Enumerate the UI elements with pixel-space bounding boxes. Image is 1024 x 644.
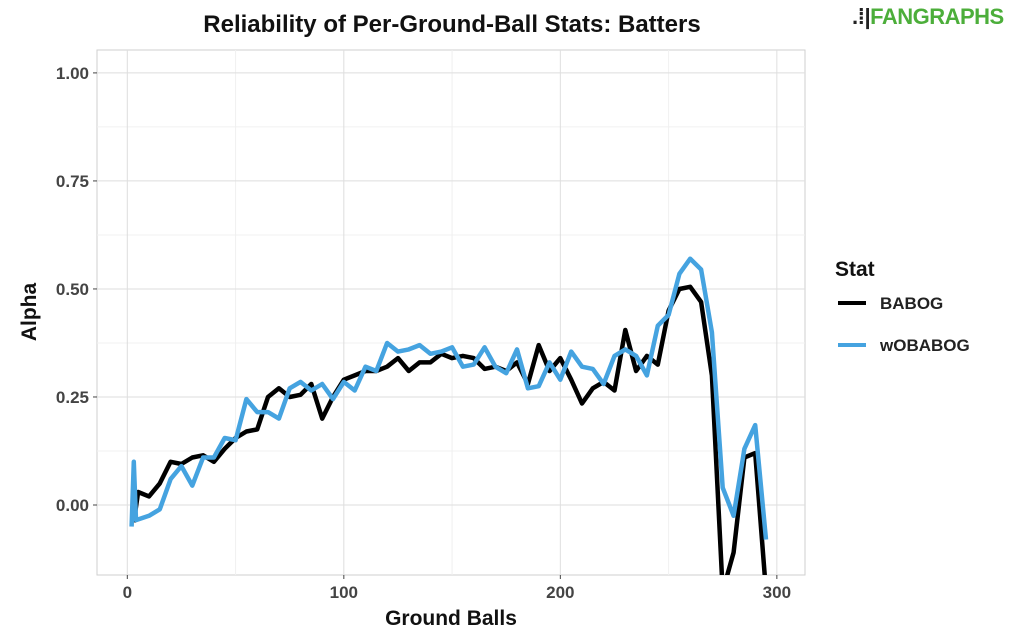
series-lines: [129, 256, 769, 575]
y-axis-label: Alpha: [18, 283, 41, 342]
legend: Stat BABOG wOBABOG: [835, 258, 970, 355]
x-tick-label: 300: [763, 583, 791, 602]
x-tick-label: 200: [546, 583, 574, 602]
fangraphs-logo: .⁞|FANGRAPHS: [852, 4, 1004, 29]
chart-title: Reliability of Per-Ground-Ball Stats: Ba…: [203, 11, 700, 38]
legend-label-wobabog: wOBABOG: [879, 336, 970, 355]
y-tick-label: 0.50: [56, 280, 89, 299]
y-tick-label: 0.00: [56, 496, 89, 515]
y-tick-label: 1.00: [56, 64, 89, 83]
legend-label-babog: BABOG: [880, 294, 943, 313]
axis-ticks: 0.00 0.25 0.50 0.75 1.00 0 100 200 300: [56, 64, 791, 602]
y-tick-label: 0.75: [56, 172, 89, 191]
series-line-wobabog: [129, 256, 769, 540]
x-axis-label: Ground Balls: [385, 607, 517, 630]
x-tick-label: 100: [330, 583, 358, 602]
gridlines: [97, 50, 805, 575]
y-tick-label: 0.25: [56, 388, 89, 407]
legend-title: Stat: [835, 258, 875, 281]
logo-text: FANGRAPHS: [870, 4, 1004, 29]
plot-panel: [96, 49, 806, 576]
x-tick-label: 0: [123, 583, 132, 602]
